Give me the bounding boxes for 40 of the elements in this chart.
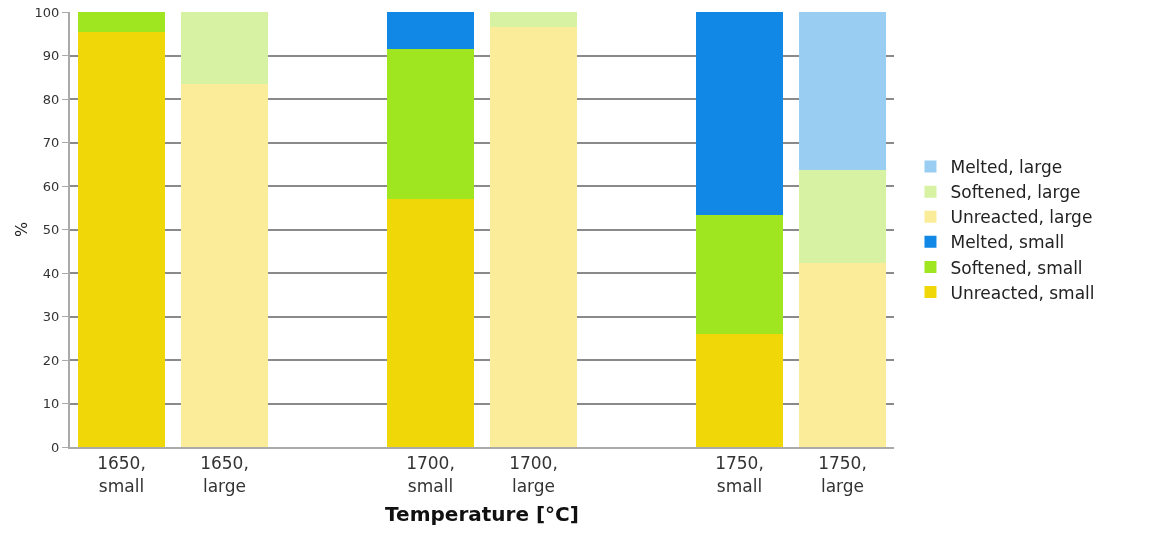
- legend-label: Softened, small: [950, 257, 1083, 278]
- bar: [695, 215, 784, 334]
- x-tick-label: 1700, large: [509, 453, 558, 496]
- bar: [798, 12, 887, 171]
- y-tick-label: 80: [42, 91, 60, 107]
- y-tick-label: 30: [42, 309, 60, 325]
- y-tick-label: 20: [42, 352, 60, 368]
- x-tick-label: 1650, large: [200, 453, 249, 496]
- x-tick-label: 1750, large: [818, 453, 867, 496]
- y-tick-label: 90: [42, 48, 60, 64]
- bar: [798, 262, 887, 447]
- y-axis-title: %: [12, 221, 31, 238]
- bar: [180, 83, 269, 447]
- y-tick-label: 100: [34, 4, 60, 20]
- bar: [695, 12, 784, 216]
- y-tick-label: 40: [42, 265, 60, 281]
- bar: [489, 27, 578, 447]
- bar: [180, 12, 269, 84]
- bar: [798, 170, 887, 263]
- legend-label: Unreacted, small: [950, 282, 1095, 303]
- legend-label: Melted, large: [950, 157, 1063, 178]
- y-tick-label: 50: [42, 222, 60, 238]
- bar: [77, 31, 166, 447]
- y-tick-label: 10: [42, 396, 60, 412]
- x-tick-label: 1700, small: [406, 453, 455, 496]
- bar: [386, 199, 475, 447]
- bar: [386, 48, 475, 200]
- bar: [77, 12, 166, 32]
- y-tick-label: 70: [42, 135, 60, 151]
- legend-label: Unreacted, large: [950, 207, 1093, 228]
- legend-label: Melted, small: [950, 232, 1065, 253]
- y-tick-label: 0: [51, 439, 60, 455]
- bar: [489, 12, 578, 28]
- bar: [695, 333, 784, 447]
- legend-label: Softened, large: [950, 182, 1081, 203]
- y-tick-label: 60: [42, 178, 60, 194]
- x-axis-title: Temperature [°C]: [385, 501, 579, 526]
- x-tick-label: 1750, small: [715, 453, 764, 496]
- x-tick-label: 1650, small: [97, 453, 146, 496]
- bar: [386, 12, 475, 49]
